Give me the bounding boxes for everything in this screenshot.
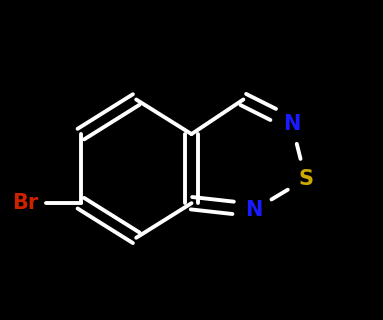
Text: Br: Br bbox=[13, 193, 39, 213]
Text: S: S bbox=[298, 169, 313, 189]
Text: N: N bbox=[283, 114, 300, 134]
Text: N: N bbox=[245, 200, 262, 220]
